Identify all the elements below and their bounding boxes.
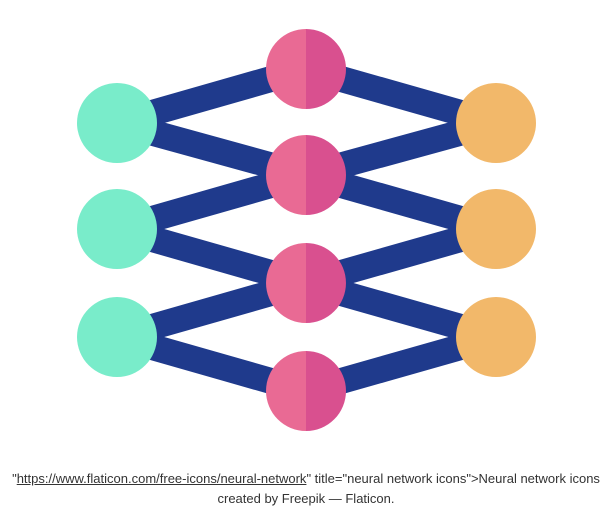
input-node-3: [77, 297, 157, 377]
hidden-node-2: [266, 135, 346, 215]
hidden-node-right-half: [306, 29, 346, 109]
flaticon-link[interactable]: https://www.flaticon.com/free-icons/neur…: [16, 471, 307, 486]
output-node-2: [456, 189, 536, 269]
hidden-node-1: [266, 29, 346, 109]
hidden-node-left-half: [266, 243, 306, 323]
hidden-node-left-half: [266, 351, 306, 431]
caption-line-1: "https://www.flaticon.com/free-icons/neu…: [12, 471, 600, 486]
hidden-node-right-half: [306, 243, 346, 323]
hidden-node-left-half: [266, 135, 306, 215]
caption-line-2: created by Freepik — Flaticon.: [217, 491, 395, 506]
hidden-node-3: [266, 243, 346, 323]
hidden-node-4: [266, 351, 346, 431]
input-node-2: [77, 189, 157, 269]
output-node-3: [456, 297, 536, 377]
hidden-node-right-half: [306, 135, 346, 215]
image-caption: "https://www.flaticon.com/free-icons/neu…: [6, 469, 606, 509]
output-node-1: [456, 83, 536, 163]
neural-network-icon: [77, 29, 536, 431]
input-node-1: [77, 83, 157, 163]
hidden-node-right-half: [306, 351, 346, 431]
hidden-node-left-half: [266, 29, 306, 109]
